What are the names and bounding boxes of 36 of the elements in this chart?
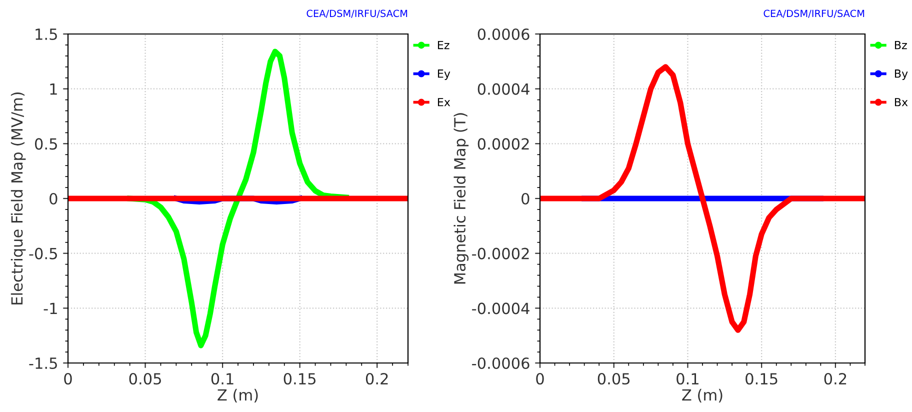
x-tick-label: 0.15: [284, 372, 316, 385]
x-tick-label: 0.15: [746, 372, 778, 385]
legend-label: Bz: [894, 41, 907, 50]
y-tick-label: -1: [44, 302, 57, 314]
y-axis-title: Electrique Field Map (MV/m): [10, 92, 26, 304]
y-axis-title: Magnetic Field Map (T): [454, 113, 469, 284]
y-tick-label: 0: [522, 192, 530, 205]
x-tick-label: 0.1: [676, 372, 698, 385]
x-tick-label: 0.1: [211, 372, 234, 385]
text: CEA/DSM/IRFU/SACM: [764, 10, 864, 18]
legend-label: Ey: [438, 70, 450, 80]
y-tick-label: 0: [50, 192, 58, 205]
text: CEA/DSM/IRFU/SACM: [306, 10, 408, 18]
x-tick-label: 0: [64, 372, 72, 385]
legend-label: By: [894, 70, 908, 80]
x-axis-title: Z (m): [682, 388, 722, 403]
legend-label: Ex: [438, 98, 450, 106]
legend-label: Ez: [438, 41, 450, 50]
y-tick-label: 0.5: [34, 138, 57, 150]
y-tick-label: -0.0004: [472, 302, 530, 314]
x-tick-label: 0.05: [598, 372, 630, 385]
y-tick-label: 1: [50, 84, 57, 95]
x-tick-label: 0.2: [366, 372, 388, 385]
y-tick-label: 0.0002: [478, 138, 529, 150]
y-tick-label: -0.0006: [472, 357, 530, 370]
x-axis-title: Z (m): [218, 388, 258, 403]
y-tick-label: 1.5: [36, 28, 57, 40]
legend-label: Bx: [894, 98, 908, 106]
x-tick-label: 0.2: [824, 372, 846, 385]
y-tick-label: -0.5: [29, 248, 57, 260]
x-tick-label: 0: [536, 372, 544, 385]
y-tick-label: -1.5: [29, 358, 57, 370]
y-tick-label: 0.0004: [478, 83, 530, 95]
y-tick-label: -0.0002: [472, 248, 529, 260]
y-tick-label: 0.0006: [478, 28, 530, 40]
x-tick-label: 0.05: [129, 372, 161, 385]
